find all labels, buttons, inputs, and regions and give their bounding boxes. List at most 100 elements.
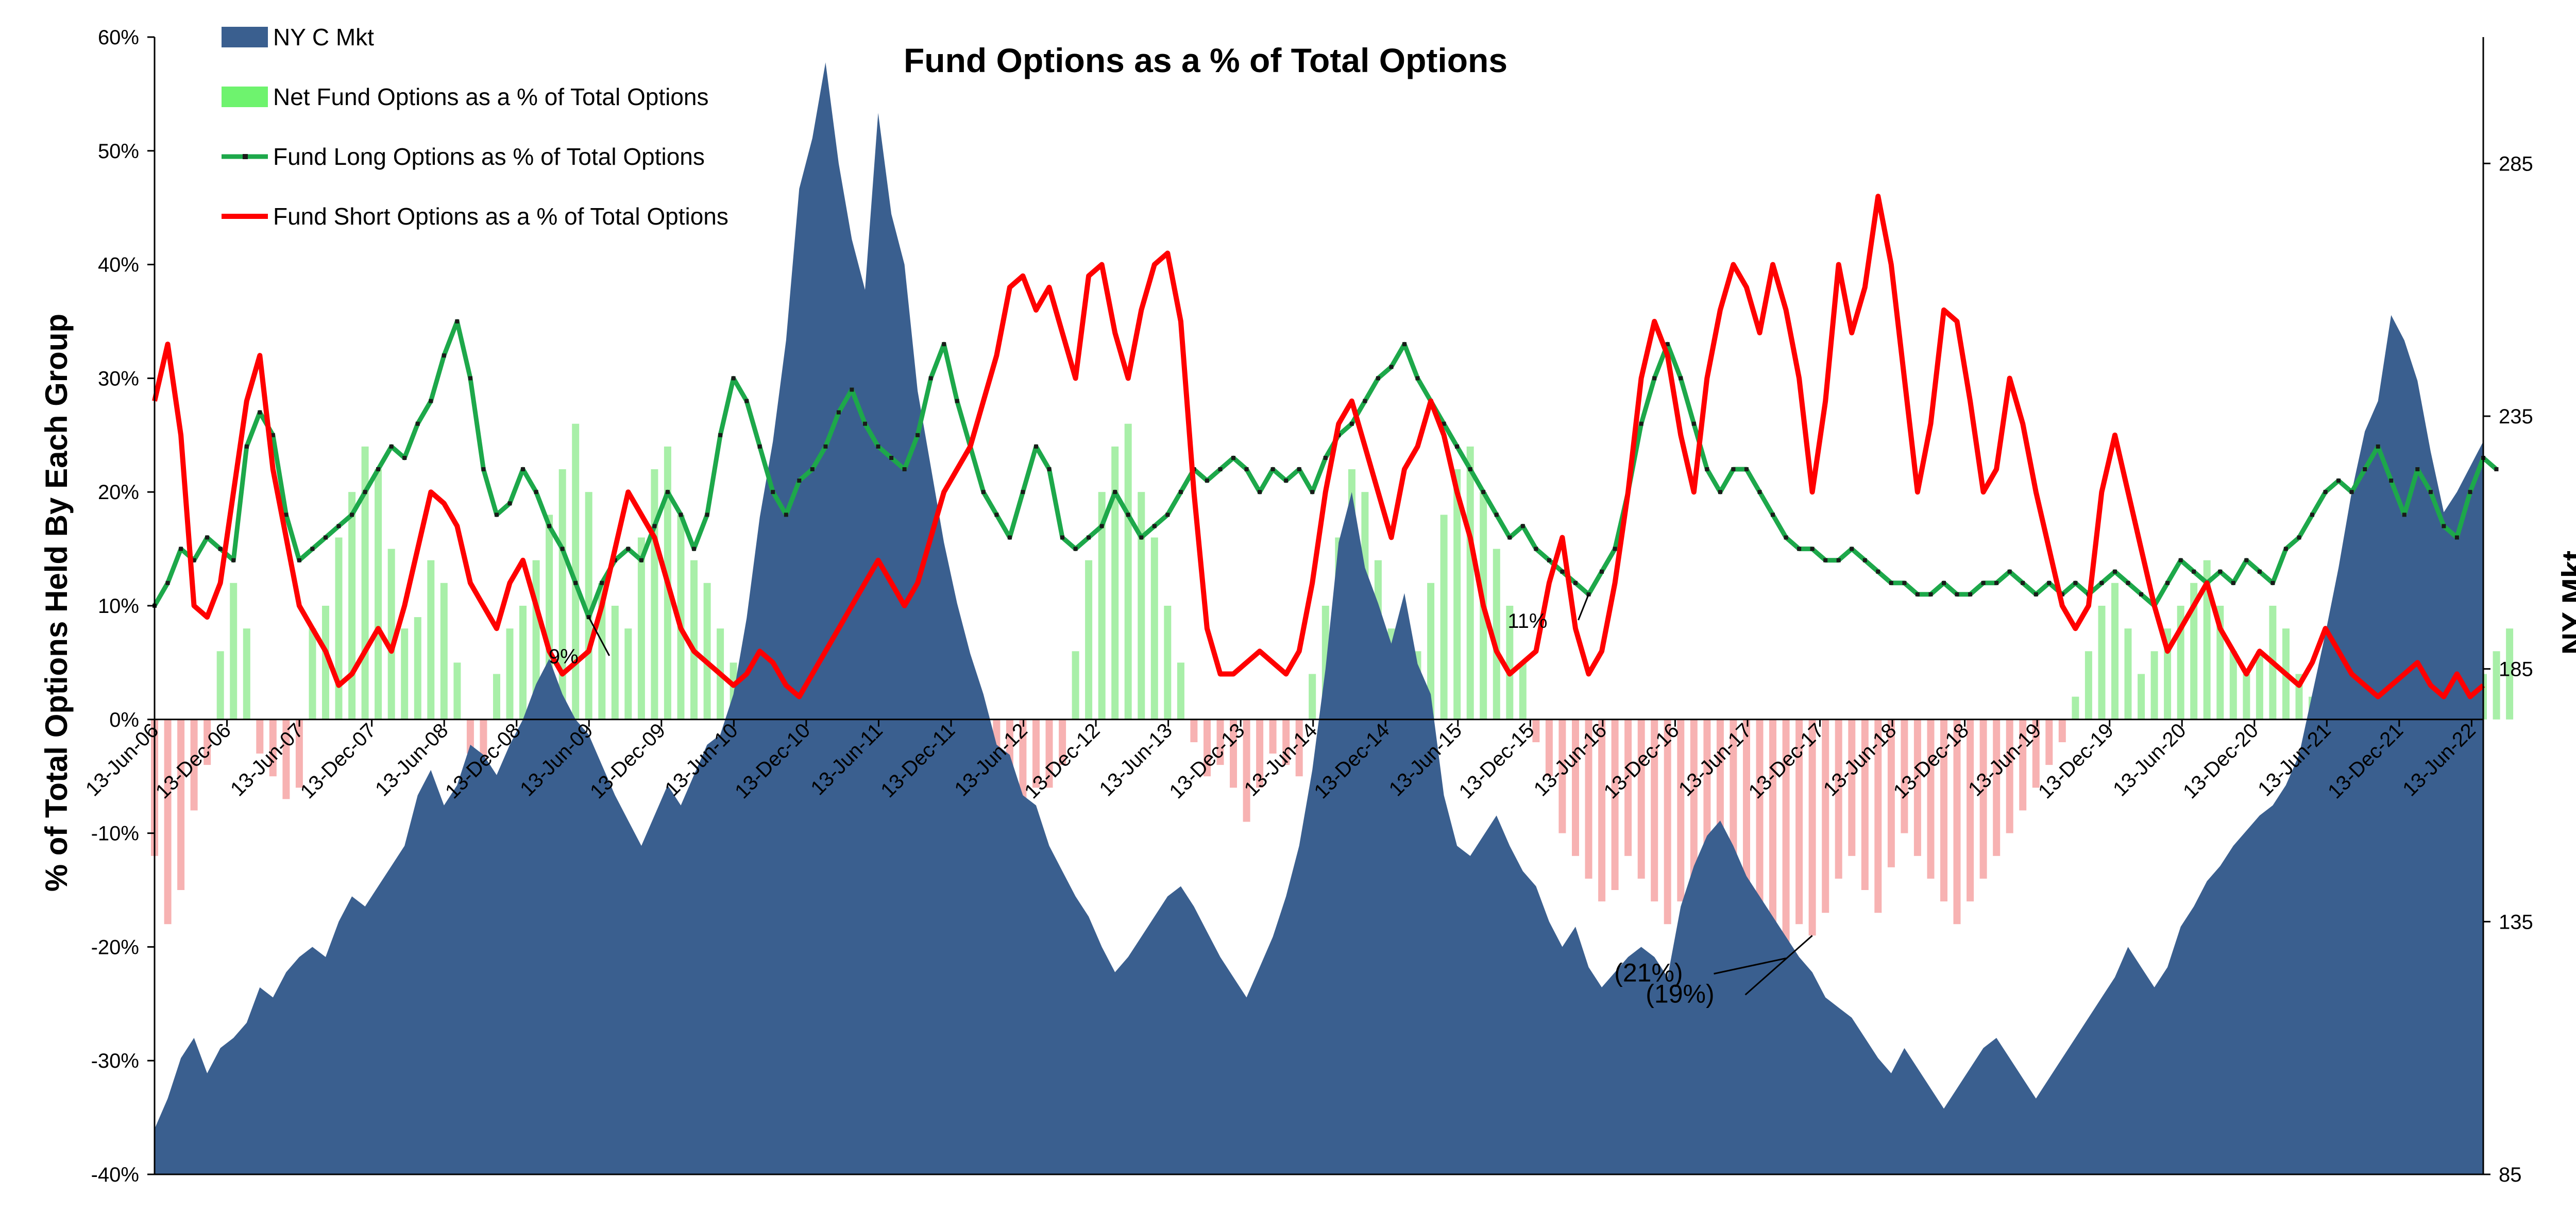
net-bar — [1216, 719, 1224, 765]
annotation-label: 9% — [549, 645, 579, 668]
long-marker — [1139, 535, 1144, 540]
net-bar — [1098, 492, 1106, 720]
net-bar — [637, 537, 645, 720]
net-bar — [651, 469, 658, 720]
long-marker — [797, 479, 802, 483]
long-marker — [258, 410, 262, 415]
long-marker — [560, 546, 565, 551]
long-marker — [2415, 467, 2420, 471]
long-marker — [876, 444, 880, 449]
annotation-label: (19%) — [1646, 979, 1714, 1008]
long-marker — [1889, 580, 1893, 585]
annotation-leader — [1714, 958, 1786, 975]
net-bar — [1637, 719, 1645, 879]
long-marker — [350, 512, 354, 517]
long-marker — [1389, 365, 1394, 369]
long-marker — [2178, 558, 2183, 562]
long-marker — [731, 376, 736, 381]
long-marker — [1850, 546, 1854, 551]
long-marker — [218, 546, 223, 551]
long-marker — [1534, 546, 1538, 551]
chart-title: Fund Options as a % of Total Options — [904, 41, 1507, 79]
long-marker — [1415, 376, 1420, 381]
net-bar — [1624, 719, 1632, 856]
long-marker — [455, 319, 460, 323]
long-marker — [1126, 512, 1130, 517]
net-bar — [1756, 719, 1764, 925]
net-bar — [1190, 719, 1198, 742]
long-marker — [981, 490, 986, 494]
net-bar — [1072, 651, 1079, 720]
long-marker — [744, 399, 749, 403]
long-marker — [1862, 558, 1867, 562]
long-marker — [1047, 467, 1052, 471]
long-marker — [1442, 421, 1446, 426]
long-marker — [2297, 535, 2301, 540]
long-marker — [324, 535, 328, 540]
long-marker — [889, 456, 894, 460]
y-tick-label: 30% — [98, 367, 139, 390]
x-tick-label: 13-Dec-15 — [1455, 719, 1539, 803]
net-bar — [427, 560, 435, 720]
net-bar — [282, 719, 290, 799]
long-marker — [1652, 376, 1657, 381]
net-bar — [2229, 651, 2237, 720]
net-bar — [703, 583, 711, 720]
x-tick-label: 13-Jun-08 — [371, 719, 452, 800]
long-marker — [2270, 580, 2275, 585]
net-bar — [1703, 719, 1711, 856]
annotation-label: (21%) — [1614, 958, 1683, 987]
long-marker — [2323, 490, 2328, 494]
net-bar — [1111, 446, 1119, 720]
long-marker — [336, 524, 341, 528]
long-marker — [2389, 479, 2394, 483]
long-marker — [1573, 580, 1578, 585]
long-marker — [310, 546, 315, 551]
annotation-leader — [1744, 935, 1813, 996]
long-marker — [402, 456, 407, 460]
net-bar — [493, 674, 500, 720]
long-marker — [2113, 569, 2117, 574]
net-bar — [387, 549, 395, 720]
net-bar — [1993, 719, 2001, 856]
long-marker — [389, 444, 394, 449]
long-marker — [2283, 546, 2288, 551]
long-marker — [1021, 490, 1025, 494]
long-marker — [1402, 342, 1406, 347]
long-marker — [1481, 490, 1486, 494]
net-bar — [309, 628, 316, 720]
long-marker — [771, 490, 775, 494]
net-bar — [2124, 628, 2132, 720]
long-marker — [1810, 546, 1815, 551]
net-bar — [2084, 651, 2092, 720]
net-bar — [1177, 662, 1184, 720]
long-marker — [1007, 535, 1012, 540]
long-marker — [1902, 580, 1907, 585]
long-marker — [1679, 376, 1683, 381]
long-marker — [1218, 467, 1223, 471]
long-marker — [1034, 444, 1038, 449]
net-bar — [1611, 719, 1619, 890]
long-marker — [192, 558, 196, 562]
long-marker — [2257, 569, 2262, 574]
net-bar — [558, 469, 566, 720]
long-marker — [850, 387, 854, 392]
long-marker — [442, 353, 446, 358]
y-tick-label: -40% — [91, 1164, 139, 1186]
net-bar — [1466, 446, 1474, 720]
long-marker — [1613, 546, 1617, 551]
y2-tick-label: 135 — [2499, 911, 2533, 933]
net-bar — [1743, 719, 1750, 890]
long-marker — [2363, 467, 2367, 471]
long-marker — [1928, 592, 1933, 596]
y-tick-label: -20% — [91, 936, 139, 959]
long-marker — [231, 558, 236, 562]
long-marker — [244, 444, 249, 449]
long-marker — [481, 467, 486, 471]
net-bar — [375, 469, 382, 720]
long-marker — [429, 399, 433, 403]
net-bar — [269, 719, 277, 777]
net-bar — [2243, 674, 2250, 720]
long-marker — [1520, 524, 1525, 528]
y-tick-label: 0% — [109, 709, 139, 731]
